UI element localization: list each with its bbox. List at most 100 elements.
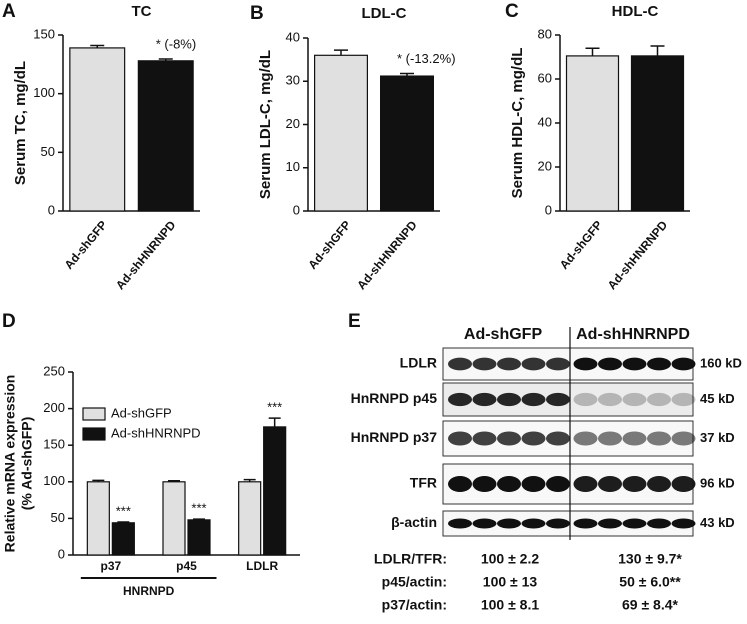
band — [448, 518, 472, 529]
band — [622, 518, 647, 529]
panel-letter: B — [250, 3, 264, 24]
bar — [565, 55, 620, 212]
y-tick-label: 80 — [538, 26, 552, 41]
band — [521, 431, 546, 446]
band — [598, 476, 622, 492]
band — [521, 518, 546, 529]
y-tick-label: 200 — [43, 400, 65, 415]
band — [671, 392, 696, 407]
chart-title: TC — [132, 3, 152, 20]
quant-label: p45/actin: — [382, 574, 447, 590]
y-tick-label: 0 — [545, 202, 552, 217]
x-tick-label: Ad-shGFP — [62, 218, 110, 272]
error-bar — [268, 417, 281, 427]
band — [521, 357, 546, 371]
x-tick-label: Ad-shGFP — [557, 218, 605, 272]
x-tick-label: Ad-shHNRNPD — [113, 218, 179, 293]
y-axis-label: Serum LDL-C, mg/dL — [257, 50, 274, 199]
band — [497, 392, 521, 407]
size-label: 160 kD — [700, 355, 742, 370]
band — [472, 518, 497, 529]
x-tick-label: Ad-shHNRNPD — [605, 218, 671, 293]
row-label: HnRNPD p37 — [351, 429, 438, 445]
chart-title: LDL-C — [362, 5, 407, 22]
band — [472, 392, 497, 407]
band — [521, 476, 546, 492]
panel-letter: D — [2, 311, 16, 332]
band — [546, 431, 570, 446]
band — [472, 357, 497, 371]
band — [622, 392, 647, 407]
legend-swatch — [82, 407, 106, 421]
band — [647, 431, 671, 446]
x-tick-label: p45 — [176, 559, 197, 573]
band — [497, 431, 521, 446]
group-label: HNRNPD — [123, 584, 175, 598]
band — [647, 476, 671, 492]
band — [598, 392, 622, 407]
band — [573, 518, 598, 529]
y-axis-label: Relative mRNA expression — [2, 375, 18, 553]
y-tick-label: 40 — [286, 29, 300, 44]
quant-value: 50 ± 6.0** — [619, 574, 681, 590]
bar — [630, 55, 685, 212]
row-label: TFR — [410, 475, 437, 491]
band — [573, 476, 598, 492]
band — [622, 431, 647, 446]
bar — [162, 481, 186, 556]
y-tick-label: 20 — [538, 158, 552, 173]
band — [647, 518, 671, 529]
band — [497, 476, 521, 492]
y-tick-label: 0 — [293, 202, 300, 217]
y-tick-label: 0 — [48, 202, 55, 217]
x-tick-label: p37 — [100, 559, 121, 573]
quant-label: p37/actin: — [382, 597, 447, 613]
y-axis-label: Serum HDL-C, mg/dL — [509, 48, 526, 199]
panel-letter: A — [2, 1, 16, 22]
error-bar — [650, 45, 665, 56]
band — [671, 431, 696, 446]
band — [546, 392, 570, 407]
quant-value: 100 ± 13 — [483, 574, 538, 590]
bar — [111, 522, 135, 556]
size-label: 96 kD — [700, 475, 735, 490]
band — [647, 392, 671, 407]
x-tick-label: LDLR — [246, 559, 278, 573]
y-tick-label: 50 — [51, 510, 65, 525]
annotation: * (-8%) — [156, 36, 196, 51]
y-tick-label: 20 — [286, 116, 300, 131]
bar — [238, 481, 262, 556]
band — [598, 357, 622, 371]
x-tick-label: Ad-shGFP — [305, 218, 353, 272]
band — [497, 518, 521, 529]
panel-letter: C — [505, 1, 519, 22]
panel-letter: E — [348, 311, 361, 332]
size-label: 43 kD — [700, 515, 735, 530]
quant-value: 69 ± 8.4* — [622, 597, 678, 613]
quant-value: 100 ± 8.1 — [481, 597, 539, 613]
y-tick-label: 250 — [43, 363, 65, 378]
bar — [380, 75, 435, 212]
band — [647, 357, 671, 371]
bar — [187, 519, 211, 556]
annotation: *** — [191, 501, 206, 516]
error-bar — [585, 47, 600, 56]
legend-label: Ad-shHNRNPD — [111, 425, 201, 440]
y-tick-label: 150 — [33, 26, 55, 41]
y-tick-label: 100 — [43, 473, 65, 488]
band — [546, 357, 570, 371]
annotation: *** — [267, 400, 282, 415]
y-tick-label: 10 — [286, 159, 300, 174]
band — [573, 431, 598, 446]
y-tick-label: 50 — [41, 144, 55, 159]
y-axis-label: Serum TC, mg/dL — [12, 61, 29, 185]
band — [448, 431, 472, 446]
y-tick-label: 40 — [538, 114, 552, 129]
size-label: 37 kD — [700, 430, 735, 445]
annotation: *** — [116, 503, 131, 518]
group-header: Ad-shHNRNPD — [576, 326, 690, 343]
bar — [86, 481, 110, 556]
band — [448, 357, 472, 371]
bar — [263, 426, 287, 556]
